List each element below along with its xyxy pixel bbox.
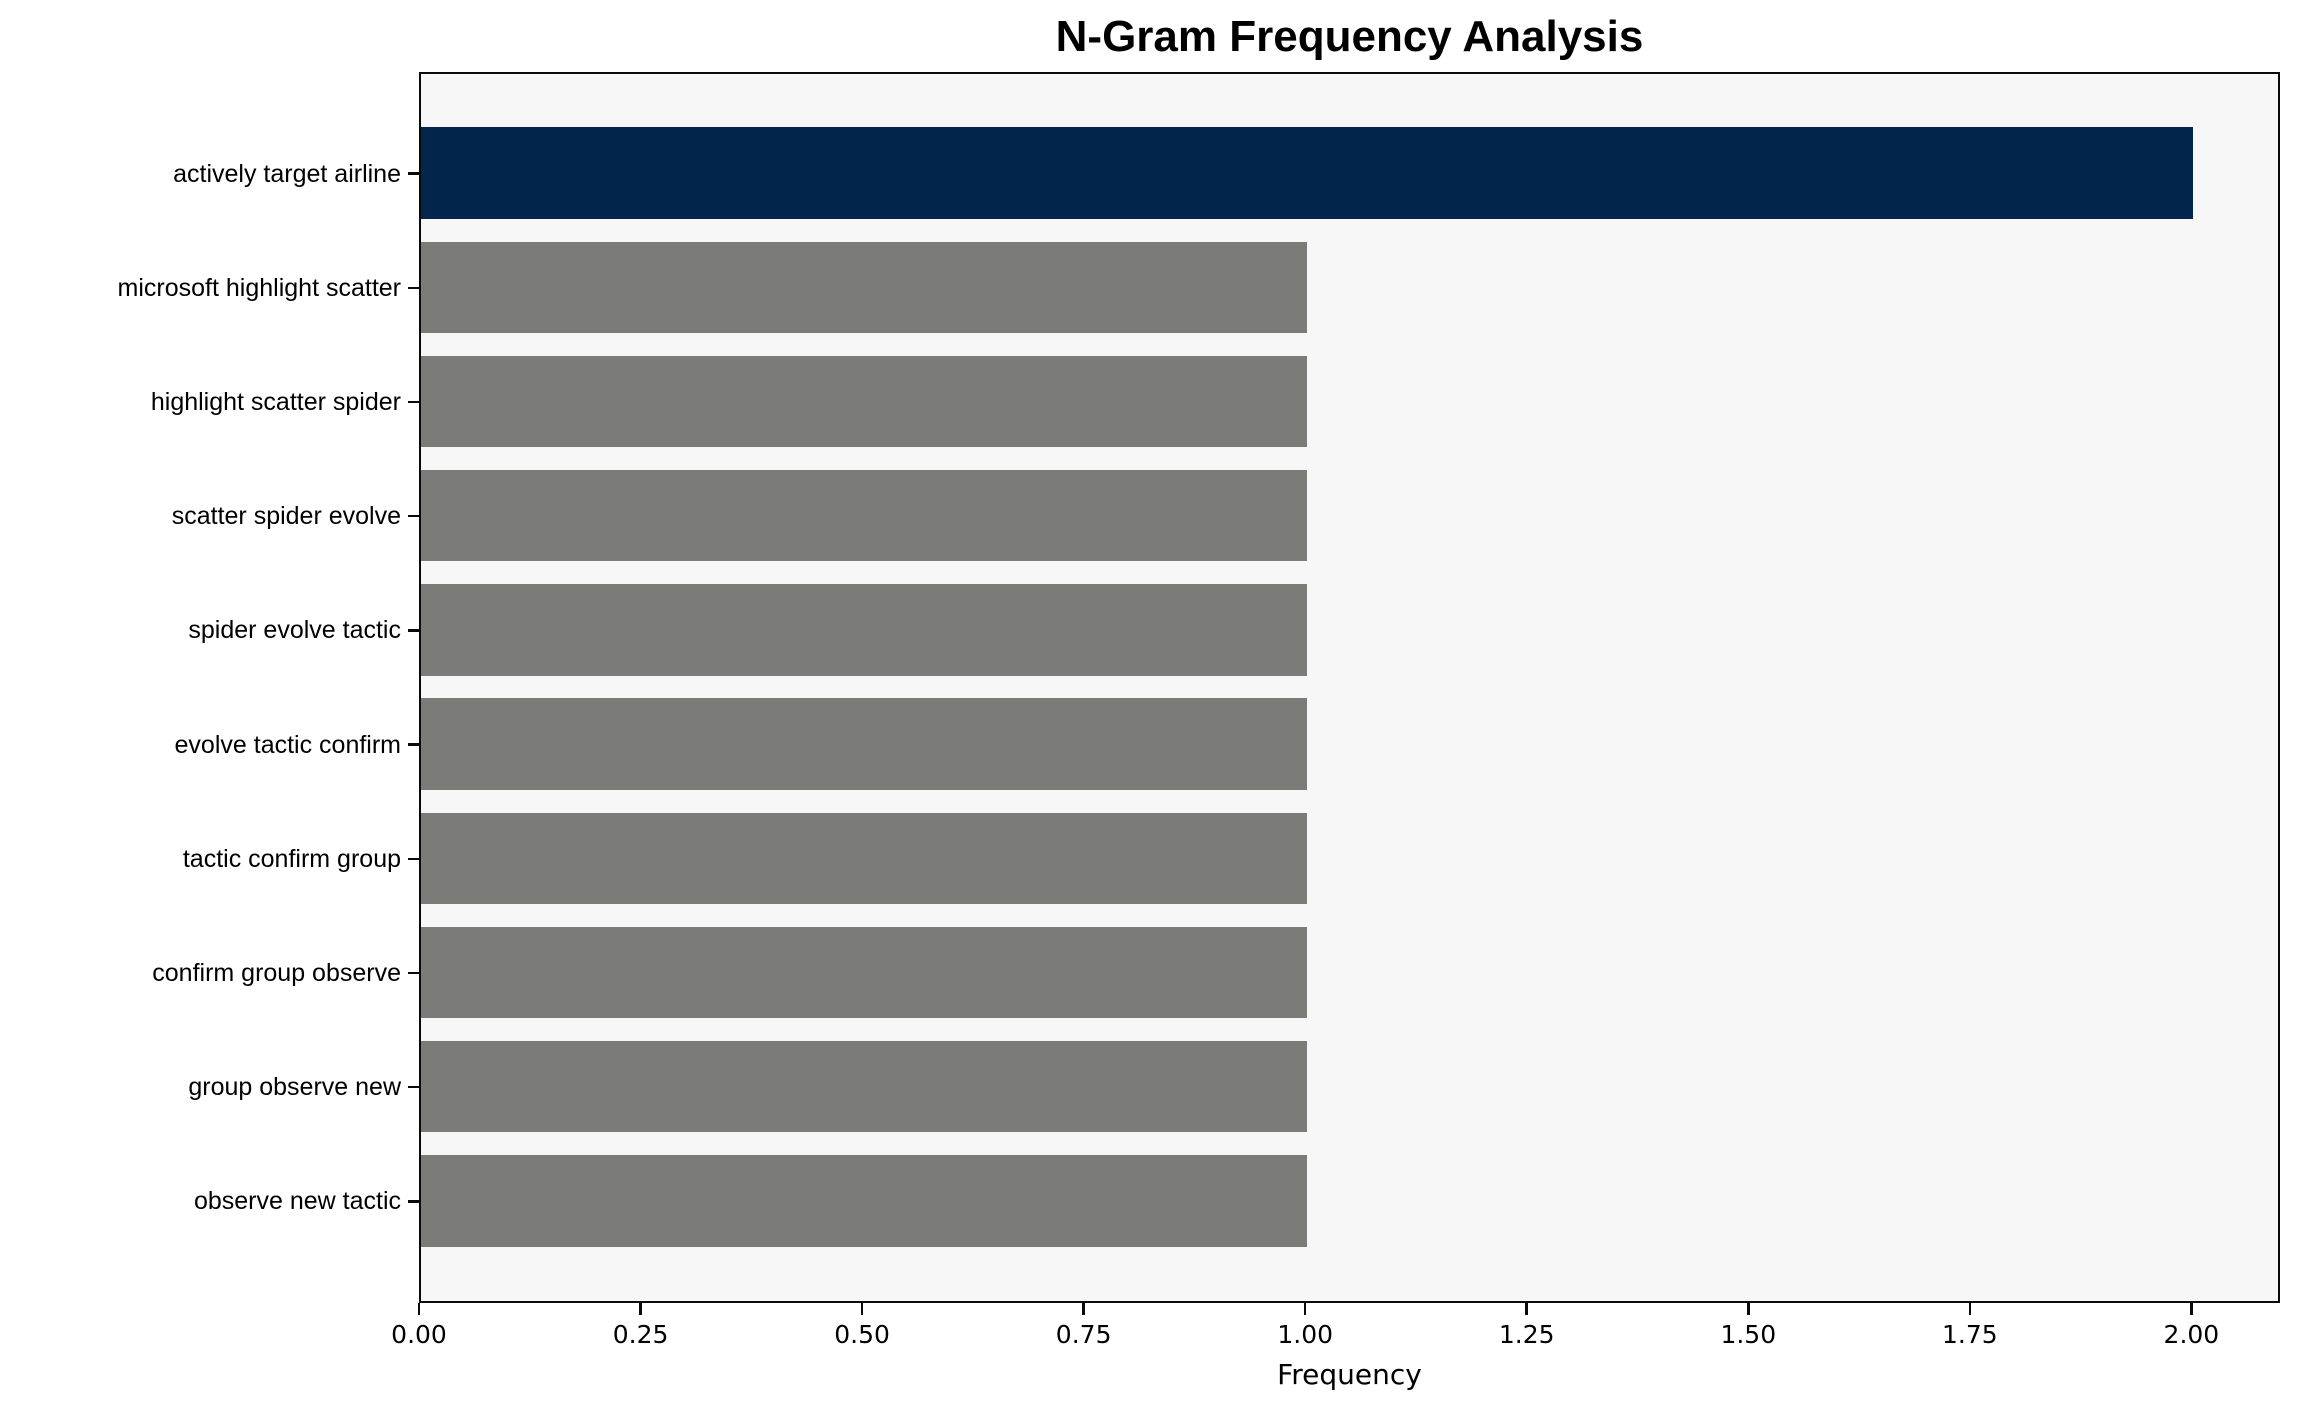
y-tick-label: confirm group observe (152, 958, 401, 987)
x-tick-label: 1.50 (1720, 1320, 1777, 1349)
plot-area (419, 72, 2280, 1303)
y-tick-label: group observe new (188, 1073, 401, 1102)
x-tick-label: 0.00 (391, 1320, 447, 1349)
x-tick-label: 1.75 (1941, 1320, 1998, 1349)
bar (421, 470, 1308, 562)
y-tick-label: highlight scatter spider (150, 388, 401, 417)
y-tick-label: scatter spider evolve (171, 502, 401, 531)
y-tick-mark (408, 286, 419, 290)
x-axis-title: Frequency (1277, 1358, 1422, 1391)
bar (421, 355, 1308, 448)
x-tick-mark (1303, 1303, 1307, 1315)
x-tick-mark (1968, 1303, 1972, 1315)
bar (421, 584, 1308, 676)
bar (421, 127, 2194, 219)
x-tick-mark (2190, 1303, 2193, 1315)
chart-title: N-Gram Frequency Analysis (1055, 12, 1644, 61)
y-tick-label: microsoft highlight scatter (117, 273, 401, 302)
x-tick-label: 2.00 (2163, 1320, 2220, 1349)
y-tick-mark (408, 1200, 419, 1203)
bar (421, 698, 1308, 790)
bar (421, 812, 1308, 904)
y-tick-mark (408, 172, 419, 175)
x-tick-mark (1525, 1303, 1528, 1315)
x-tick-label: 0.75 (1055, 1320, 1112, 1349)
bar (421, 241, 1308, 333)
x-tick-mark (1747, 1303, 1750, 1315)
y-tick-label: actively target airline (173, 159, 401, 188)
bar (421, 1155, 1308, 1247)
x-tick-label: 0.25 (612, 1320, 669, 1349)
y-tick-mark (408, 400, 419, 404)
x-tick-label: 0.50 (834, 1320, 890, 1349)
x-tick-label: 1.25 (1498, 1320, 1555, 1349)
y-tick-label: tactic confirm group (182, 844, 401, 873)
y-tick-mark (408, 1085, 419, 1089)
x-tick-mark (639, 1303, 642, 1315)
bar (421, 926, 1308, 1019)
x-tick-mark (1082, 1303, 1085, 1315)
y-tick-mark (408, 743, 419, 746)
y-tick-label: evolve tactic confirm (174, 730, 401, 759)
x-tick-label: 1.00 (1277, 1320, 1334, 1349)
bar (421, 1040, 1308, 1133)
x-tick-mark (860, 1303, 864, 1315)
y-tick-label: spider evolve tactic (188, 616, 401, 645)
y-tick-mark (408, 857, 419, 861)
y-tick-mark (408, 971, 419, 975)
y-tick-mark (408, 514, 419, 518)
y-tick-mark (408, 629, 419, 632)
y-tick-label: observe new tactic (193, 1187, 401, 1216)
x-tick-mark (417, 1303, 421, 1315)
